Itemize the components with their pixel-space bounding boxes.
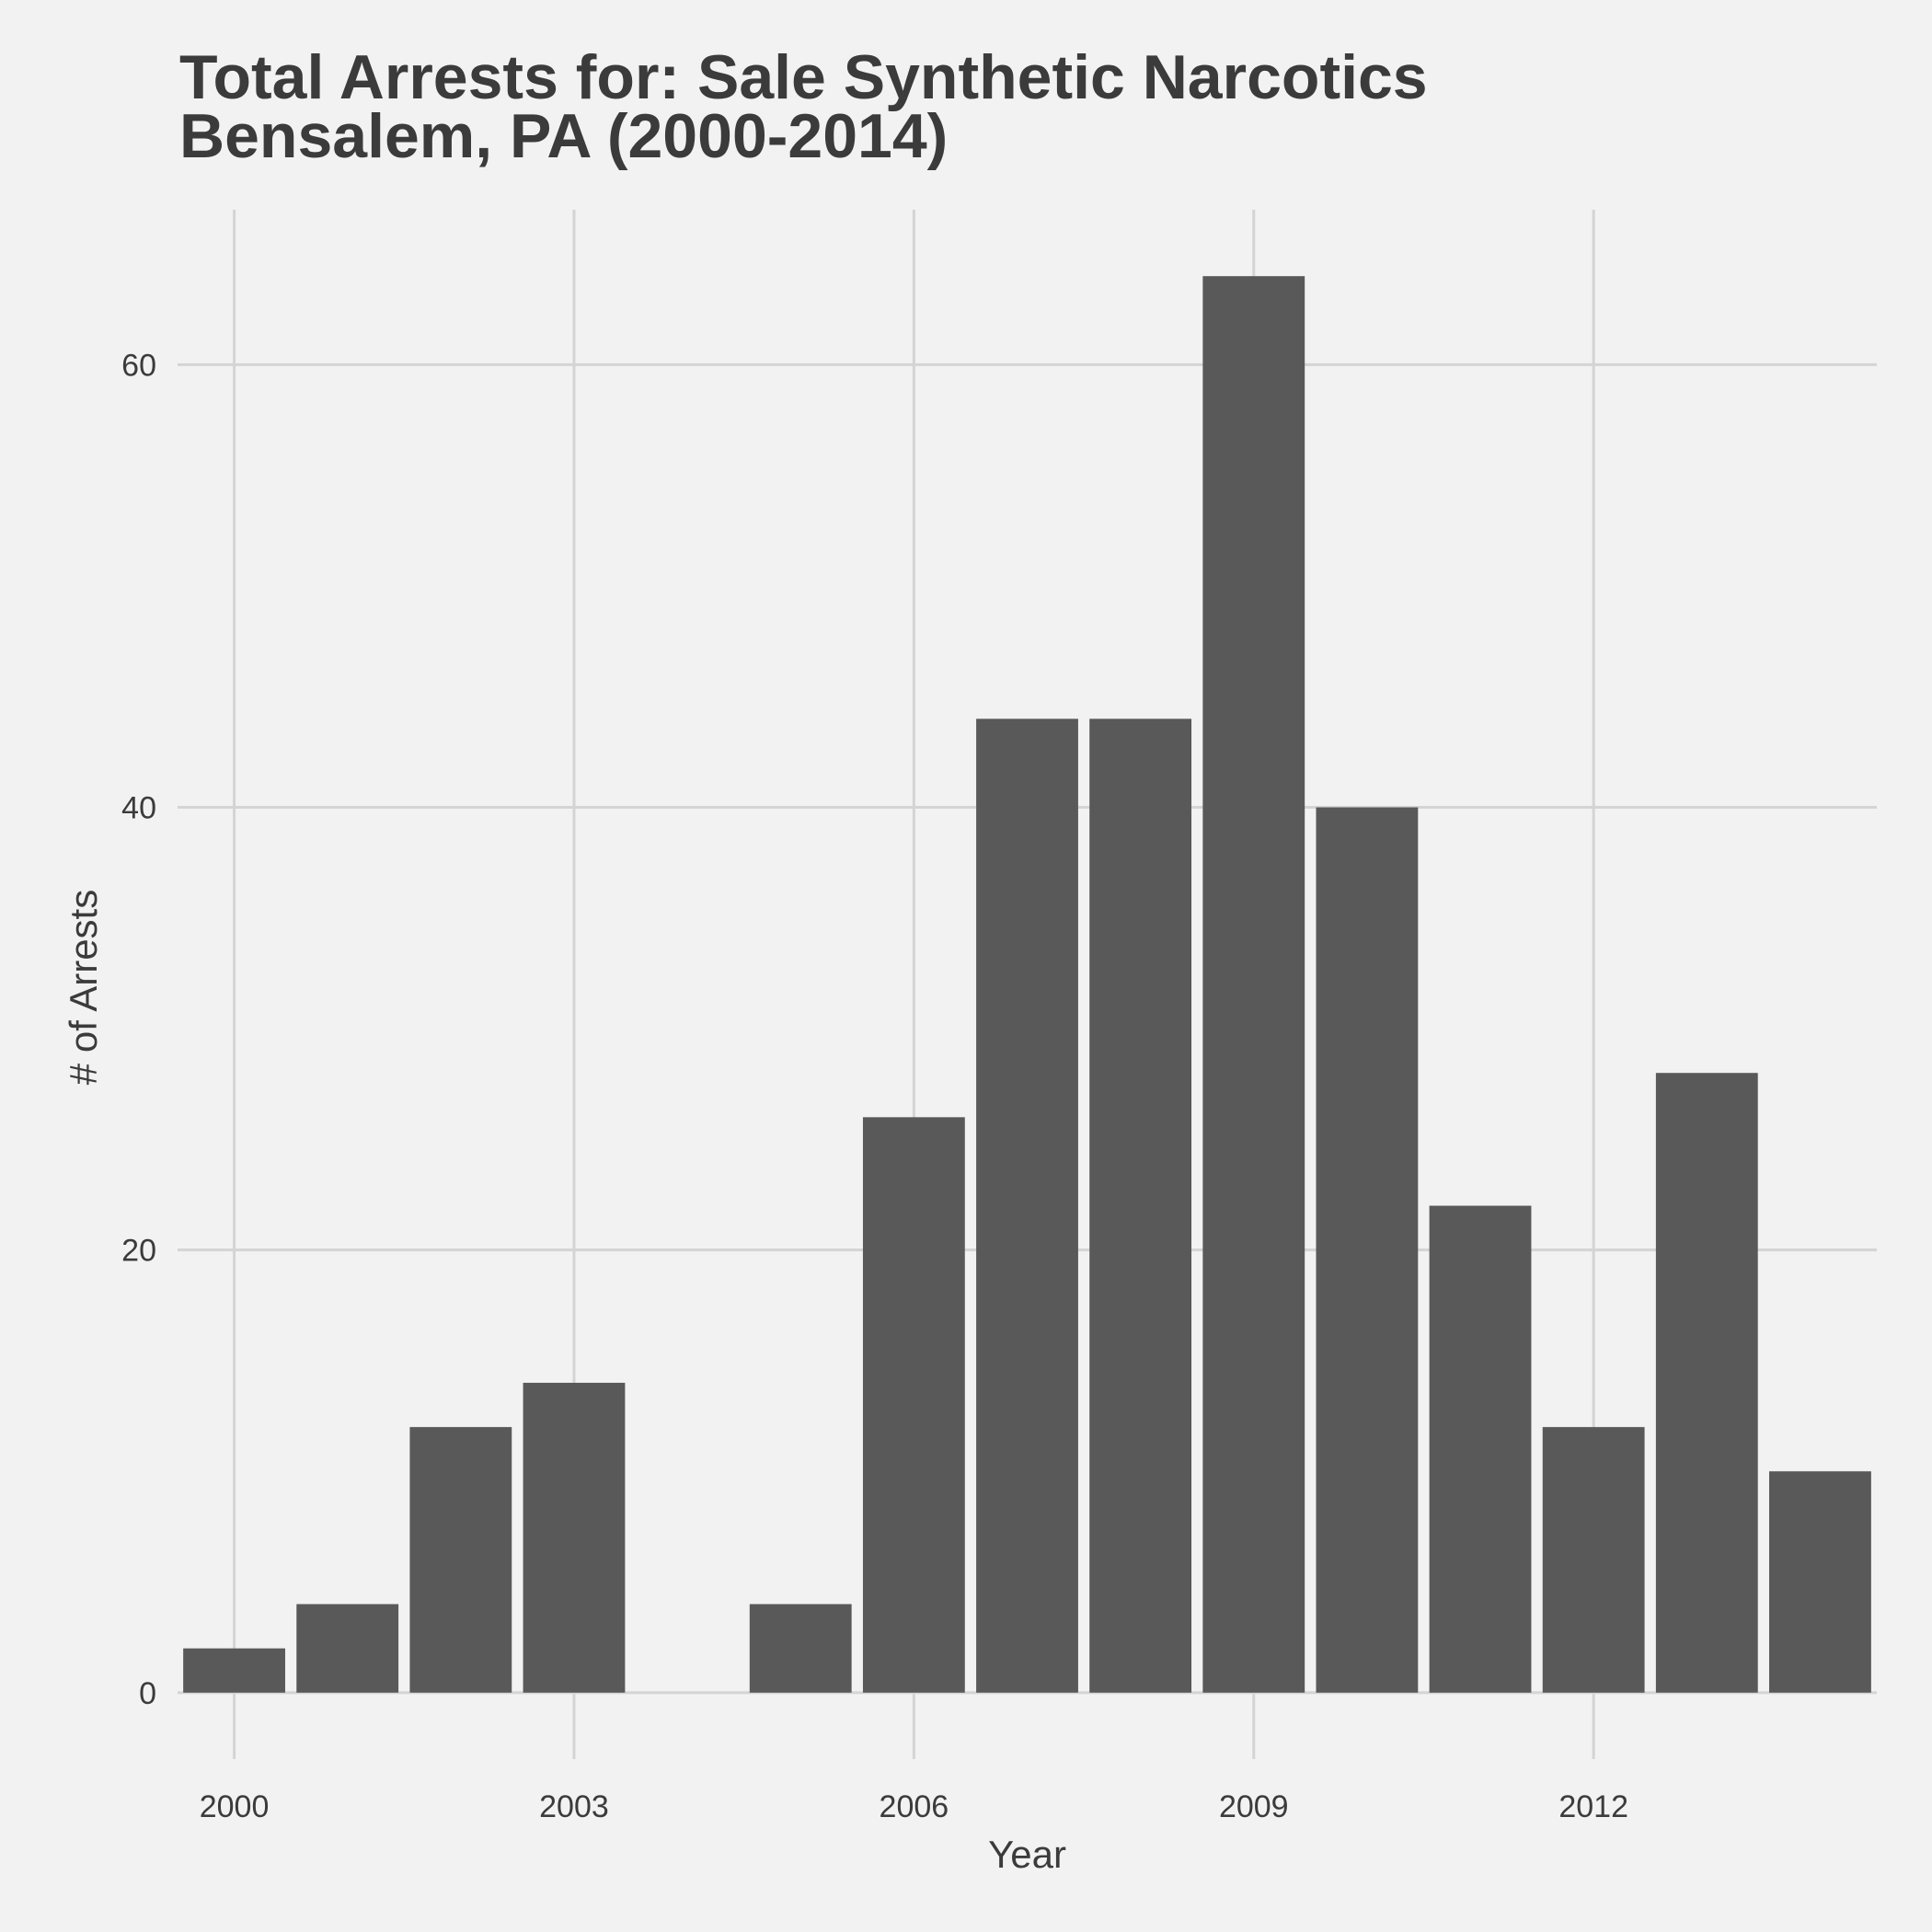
x-tick-label: 2006 (880, 1789, 949, 1824)
bar-2007 (976, 719, 1078, 1693)
y-axis-title: # of Arrests (62, 890, 105, 1085)
bar-2001 (296, 1604, 399, 1693)
y-tick-label: 20 (121, 1234, 156, 1269)
y-tick-label: 60 (121, 348, 156, 383)
bar-2005 (749, 1604, 852, 1693)
bar-2013 (1655, 1073, 1758, 1693)
y-tick-label: 0 (139, 1676, 156, 1711)
bar-2009 (1202, 276, 1305, 1693)
x-axis-title: Year (988, 1833, 1066, 1876)
bar-2010 (1316, 807, 1419, 1693)
y-tick-label: 40 (121, 791, 156, 826)
bar-2014 (1769, 1471, 1871, 1693)
bar-2011 (1429, 1205, 1532, 1693)
x-tick-label: 2009 (1219, 1789, 1289, 1824)
x-tick-label: 2000 (200, 1789, 270, 1824)
bar-2003 (523, 1383, 626, 1693)
bar-2006 (862, 1117, 965, 1693)
chart-title-line-2: Bensalem, PA (2000-2014) (179, 101, 949, 171)
tick-labels: 0 20 40 60 2000 2003 2006 2009 2012 (121, 348, 1628, 1824)
x-tick-label: 2012 (1558, 1789, 1628, 1824)
chart-title: Total Arrests for: Sale Synthetic Narcot… (179, 42, 1428, 171)
bar-2012 (1542, 1427, 1645, 1693)
chart-title-line-1: Total Arrests for: Sale Synthetic Narcot… (179, 42, 1428, 112)
bar-2002 (409, 1427, 512, 1693)
bars (183, 276, 1871, 1693)
x-tick-label: 2003 (539, 1789, 609, 1824)
bar-2008 (1089, 719, 1192, 1693)
bar-2000 (183, 1648, 285, 1693)
